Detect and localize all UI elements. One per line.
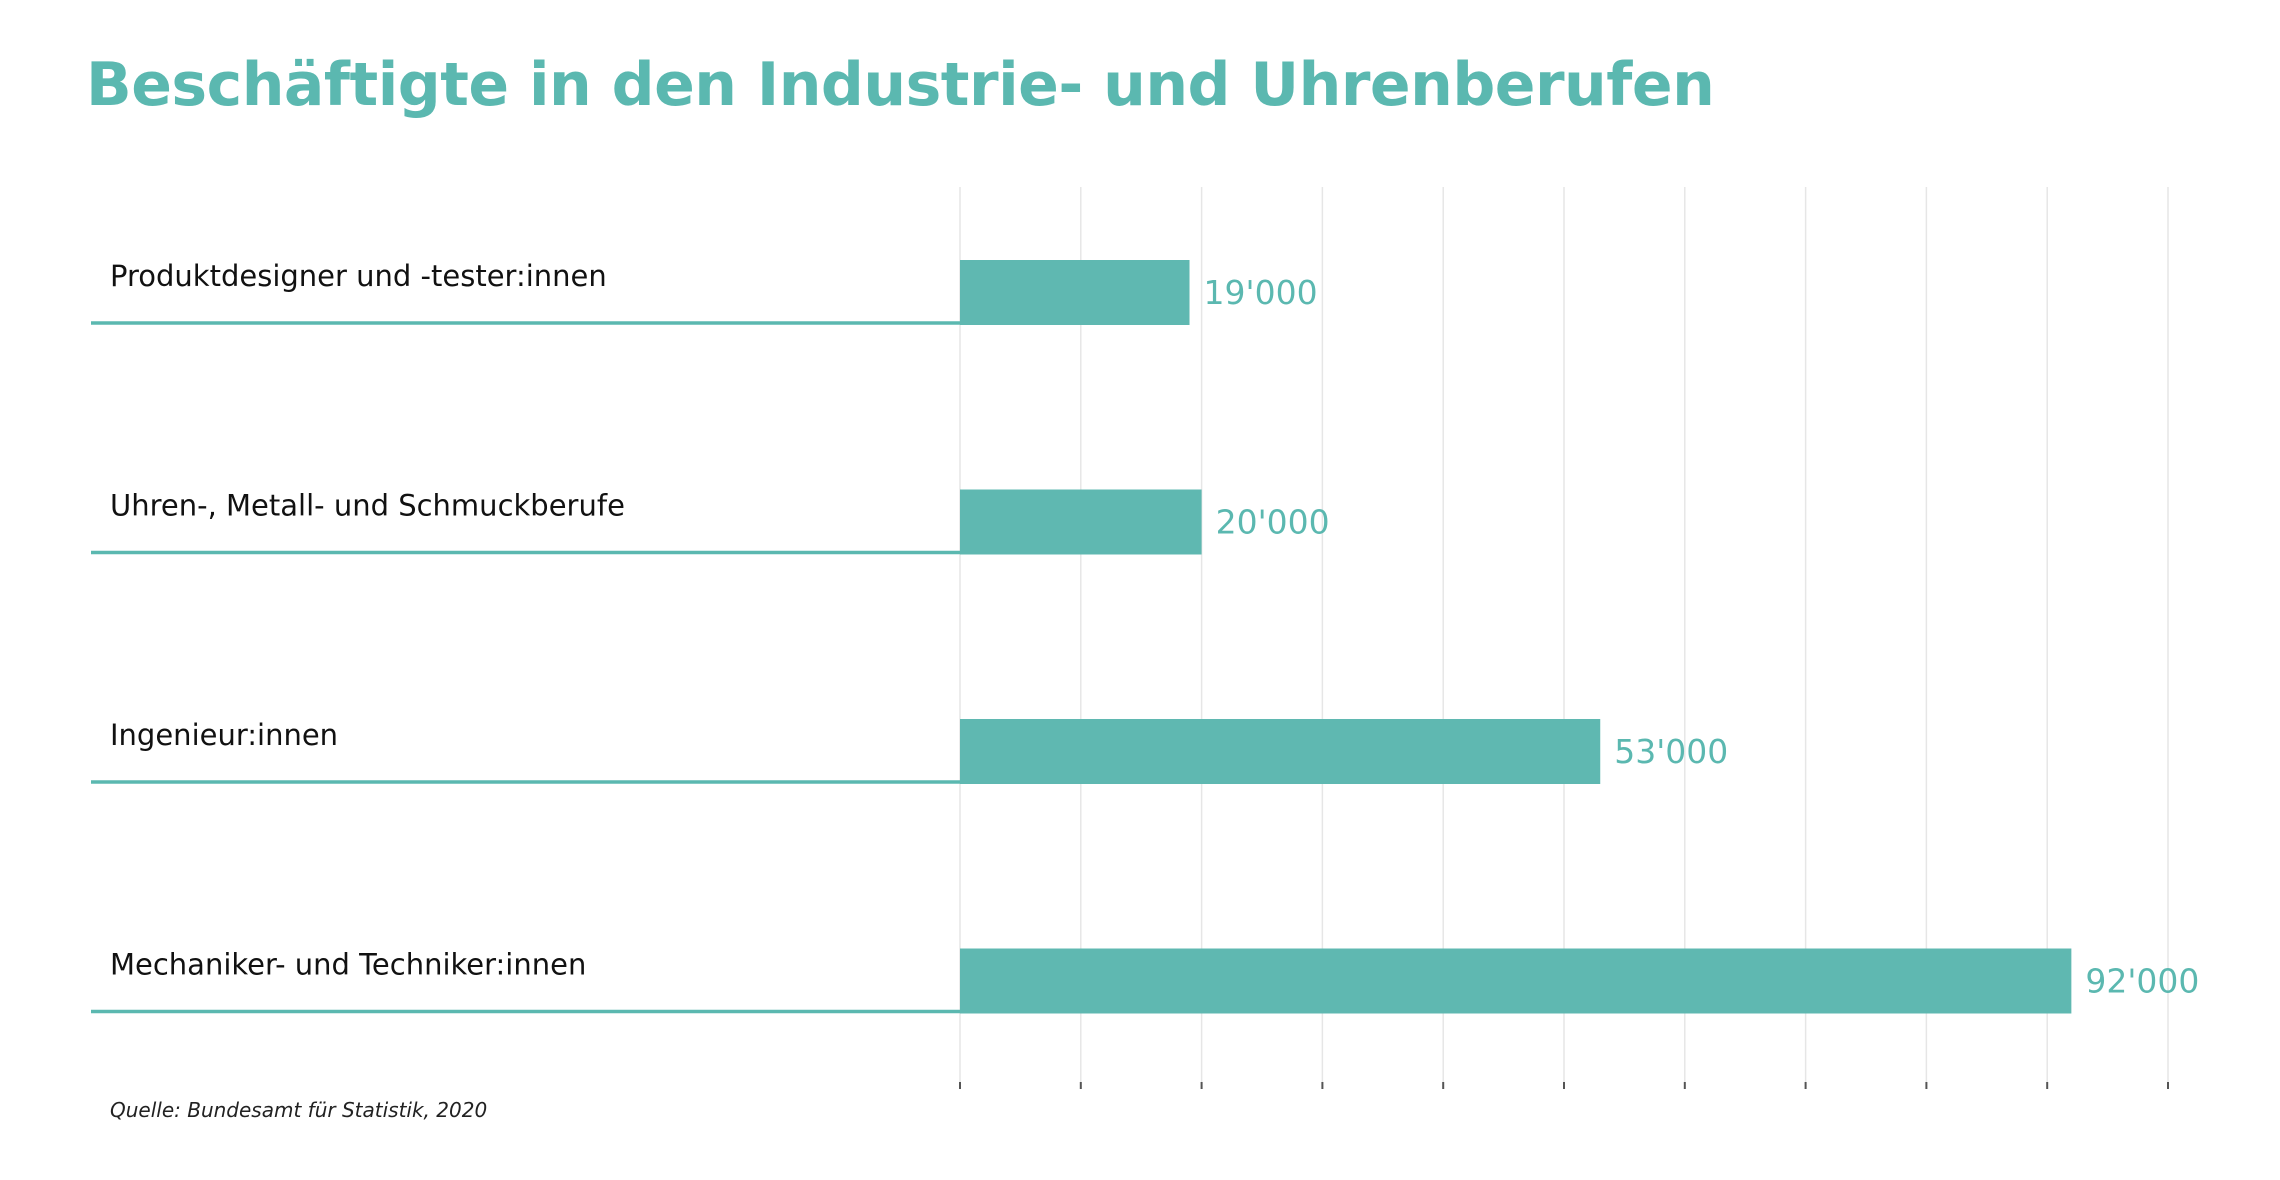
category-label: Uhren-, Metall- und Schmuckberufe: [110, 489, 625, 523]
bar: [960, 489, 1202, 555]
bar: [960, 260, 1190, 325]
value-label: 19'000: [1204, 273, 1318, 312]
value-label: 53'000: [1614, 732, 1728, 771]
category-label: Produktdesigner und -tester:innen: [110, 259, 607, 293]
bar: [960, 719, 1601, 784]
bar: [960, 948, 2072, 1014]
category-label: Ingenieur:innen: [110, 718, 338, 752]
category-label: Mechaniker- und Techniker:innen: [110, 948, 586, 982]
value-label: 20'000: [1216, 503, 1330, 542]
chart-title: Beschäftigte in den Industrie- und Uhren…: [86, 50, 1715, 120]
source-note: Quelle: Bundesamt für Statistik, 2020: [110, 1098, 488, 1122]
value-label: 92'000: [2085, 962, 2199, 1001]
